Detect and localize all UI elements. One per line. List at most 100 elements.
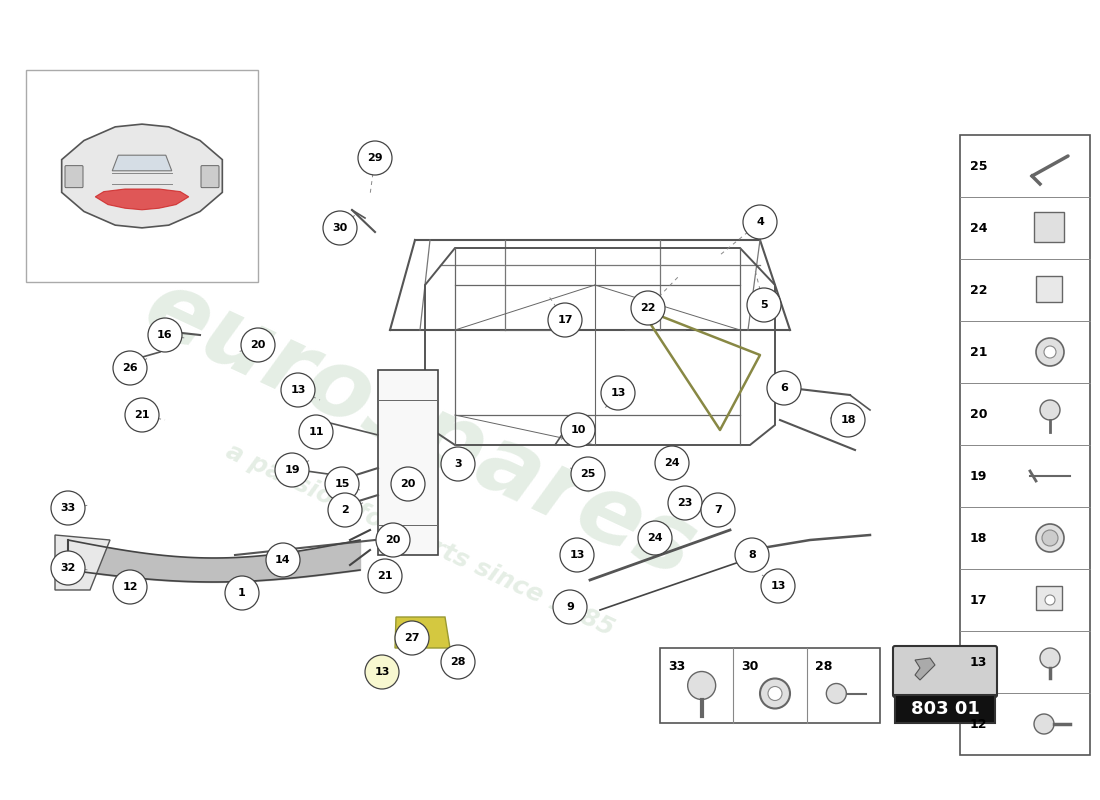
Text: 10: 10 bbox=[570, 425, 585, 435]
Circle shape bbox=[358, 141, 392, 175]
Circle shape bbox=[548, 303, 582, 337]
Polygon shape bbox=[915, 658, 935, 680]
Circle shape bbox=[1034, 714, 1054, 734]
Text: 2: 2 bbox=[341, 505, 349, 515]
Circle shape bbox=[395, 621, 429, 655]
Text: 13: 13 bbox=[290, 385, 306, 395]
Text: 6: 6 bbox=[780, 383, 788, 393]
Circle shape bbox=[125, 398, 160, 432]
Circle shape bbox=[299, 415, 333, 449]
Text: 18: 18 bbox=[840, 415, 856, 425]
Circle shape bbox=[275, 453, 309, 487]
Text: 18: 18 bbox=[970, 531, 988, 545]
Circle shape bbox=[561, 413, 595, 447]
Text: 19: 19 bbox=[284, 465, 300, 475]
FancyBboxPatch shape bbox=[893, 646, 997, 697]
Polygon shape bbox=[55, 535, 110, 590]
Text: 30: 30 bbox=[741, 660, 759, 673]
Circle shape bbox=[830, 403, 865, 437]
Text: 13: 13 bbox=[374, 667, 389, 677]
Text: 11: 11 bbox=[308, 427, 323, 437]
Circle shape bbox=[768, 686, 782, 701]
Circle shape bbox=[601, 376, 635, 410]
Text: 27: 27 bbox=[405, 633, 420, 643]
Circle shape bbox=[826, 683, 846, 703]
FancyBboxPatch shape bbox=[201, 166, 219, 188]
Polygon shape bbox=[96, 189, 189, 210]
Text: 17: 17 bbox=[970, 594, 988, 606]
Text: 20: 20 bbox=[385, 535, 400, 545]
Circle shape bbox=[1045, 595, 1055, 605]
Circle shape bbox=[631, 291, 666, 325]
Circle shape bbox=[1044, 346, 1056, 358]
Text: 13: 13 bbox=[770, 581, 785, 591]
Polygon shape bbox=[112, 155, 172, 170]
Text: 3: 3 bbox=[454, 459, 462, 469]
Circle shape bbox=[324, 467, 359, 501]
Circle shape bbox=[323, 211, 358, 245]
Text: 30: 30 bbox=[332, 223, 348, 233]
Text: 22: 22 bbox=[970, 283, 988, 297]
Text: 24: 24 bbox=[664, 458, 680, 468]
Text: a passion for parts since 1985: a passion for parts since 1985 bbox=[222, 439, 618, 641]
Text: 24: 24 bbox=[970, 222, 988, 234]
Text: 803 01: 803 01 bbox=[911, 700, 979, 718]
Circle shape bbox=[365, 655, 399, 689]
Circle shape bbox=[368, 559, 402, 593]
Circle shape bbox=[266, 543, 300, 577]
Circle shape bbox=[280, 373, 315, 407]
Circle shape bbox=[735, 538, 769, 572]
FancyBboxPatch shape bbox=[960, 135, 1090, 755]
FancyBboxPatch shape bbox=[660, 648, 880, 723]
Circle shape bbox=[1040, 648, 1060, 668]
Text: 20: 20 bbox=[251, 340, 266, 350]
Circle shape bbox=[1036, 338, 1064, 366]
Circle shape bbox=[688, 671, 716, 699]
Circle shape bbox=[148, 318, 182, 352]
Circle shape bbox=[668, 486, 702, 520]
Text: 24: 24 bbox=[647, 533, 663, 543]
Circle shape bbox=[560, 538, 594, 572]
Text: 15: 15 bbox=[334, 479, 350, 489]
Text: 12: 12 bbox=[122, 582, 138, 592]
Circle shape bbox=[113, 351, 147, 385]
Text: 20: 20 bbox=[970, 407, 988, 421]
Text: 16: 16 bbox=[157, 330, 173, 340]
Text: eurospares: eurospares bbox=[130, 262, 711, 598]
Text: 23: 23 bbox=[678, 498, 693, 508]
FancyBboxPatch shape bbox=[65, 166, 82, 188]
Text: 7: 7 bbox=[714, 505, 722, 515]
Text: 13: 13 bbox=[570, 550, 585, 560]
Circle shape bbox=[1040, 400, 1060, 420]
Text: 14: 14 bbox=[275, 555, 290, 565]
Text: 17: 17 bbox=[558, 315, 573, 325]
FancyBboxPatch shape bbox=[1036, 586, 1062, 610]
Circle shape bbox=[638, 521, 672, 555]
Text: 20: 20 bbox=[400, 479, 416, 489]
Circle shape bbox=[1036, 524, 1064, 552]
Circle shape bbox=[441, 645, 475, 679]
Circle shape bbox=[1042, 530, 1058, 546]
Text: 21: 21 bbox=[134, 410, 150, 420]
Circle shape bbox=[376, 523, 410, 557]
Text: 8: 8 bbox=[748, 550, 756, 560]
Circle shape bbox=[241, 328, 275, 362]
Circle shape bbox=[761, 569, 795, 603]
Text: 21: 21 bbox=[377, 571, 393, 581]
Text: 32: 32 bbox=[60, 563, 76, 573]
Circle shape bbox=[742, 205, 777, 239]
Circle shape bbox=[328, 493, 362, 527]
Circle shape bbox=[701, 493, 735, 527]
FancyBboxPatch shape bbox=[1034, 212, 1064, 242]
Text: 13: 13 bbox=[610, 388, 626, 398]
Text: 29: 29 bbox=[367, 153, 383, 163]
Circle shape bbox=[226, 576, 258, 610]
Circle shape bbox=[747, 288, 781, 322]
Circle shape bbox=[51, 491, 85, 525]
Circle shape bbox=[51, 551, 85, 585]
Text: 9: 9 bbox=[566, 602, 574, 612]
Text: 21: 21 bbox=[970, 346, 988, 358]
Circle shape bbox=[760, 678, 790, 709]
Circle shape bbox=[441, 447, 475, 481]
Text: 1: 1 bbox=[238, 588, 246, 598]
